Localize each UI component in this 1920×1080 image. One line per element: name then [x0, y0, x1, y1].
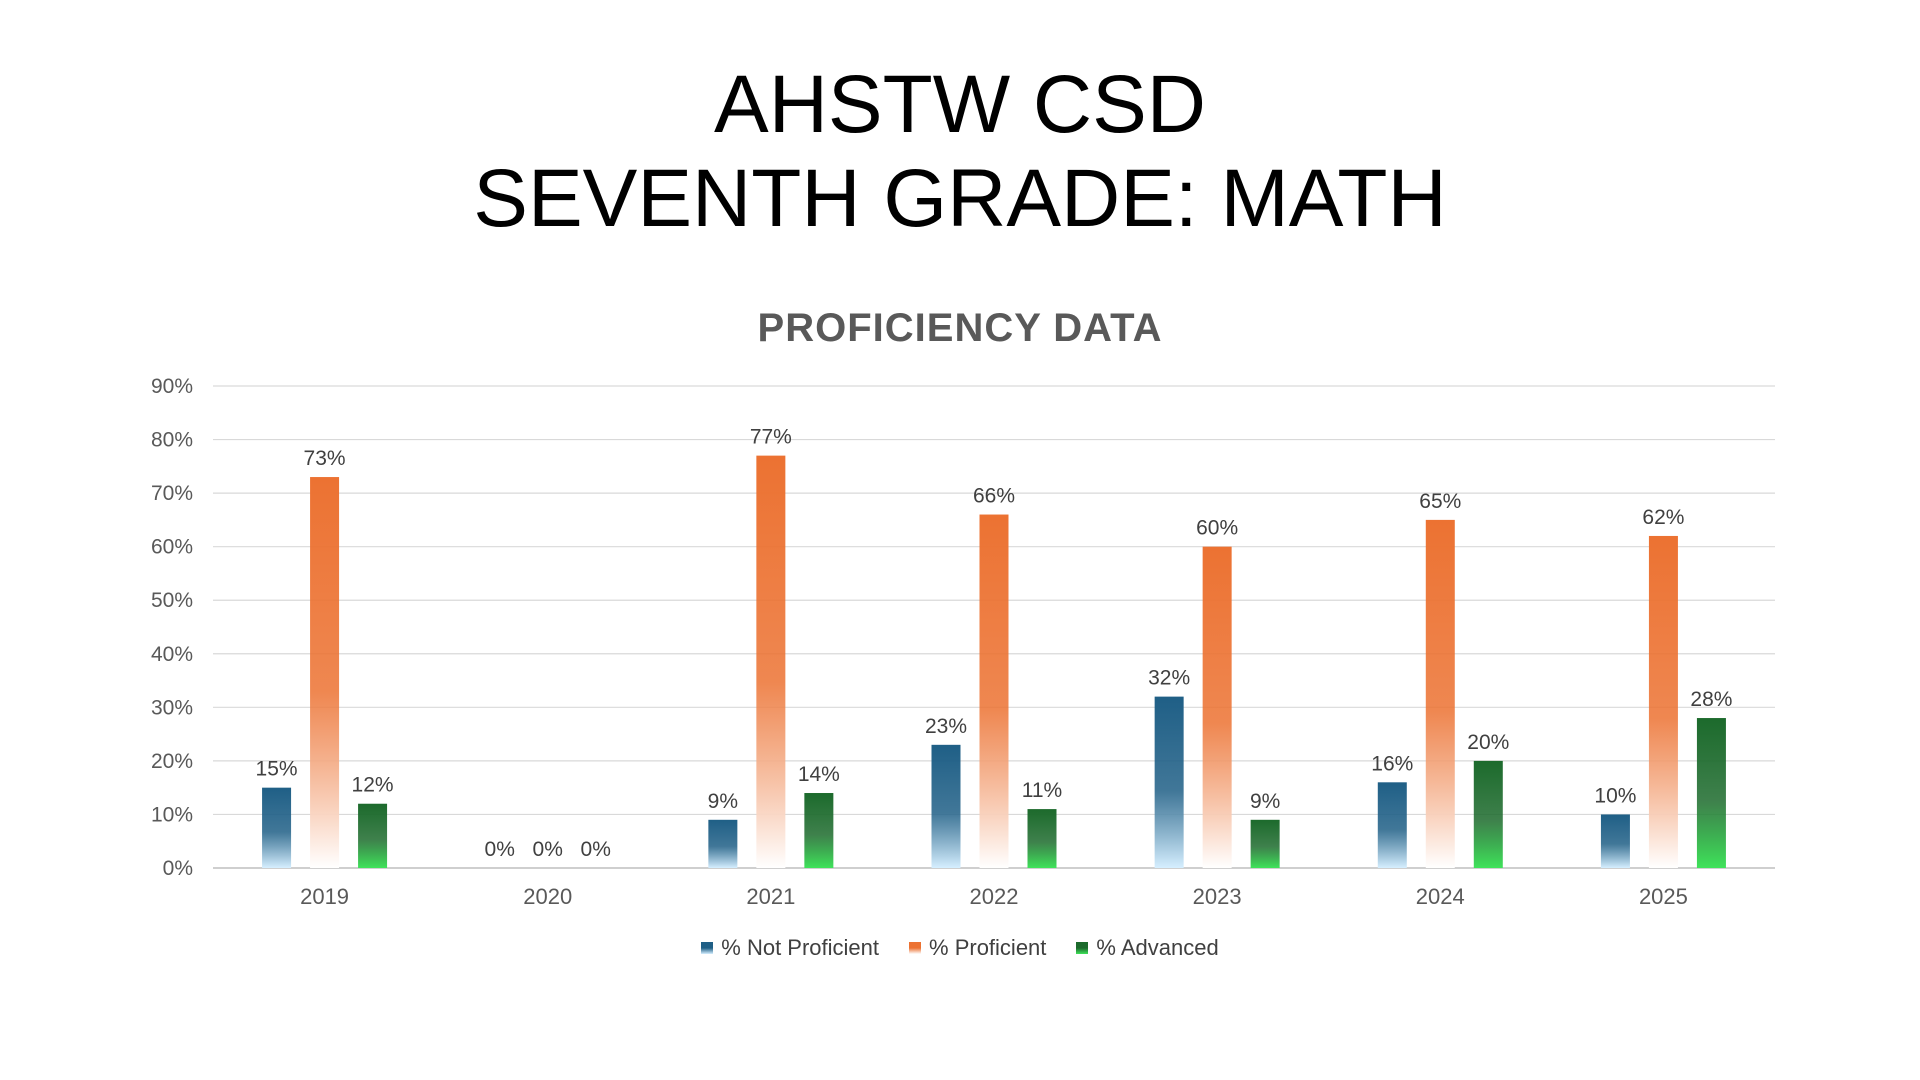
data-label: 0% — [485, 838, 515, 861]
bar-not-proficient-2021 — [708, 819, 738, 868]
bar-advanced-2022 — [1027, 809, 1057, 868]
bar-advanced-2021 — [804, 793, 834, 868]
data-label: 28% — [1690, 688, 1732, 711]
bar-proficient-2024 — [1425, 519, 1455, 868]
legend-label: % Proficient — [929, 935, 1047, 960]
data-label: 14% — [798, 763, 840, 786]
bar-not-proficient-2023 — [1154, 696, 1184, 868]
bar-proficient-2021 — [756, 455, 786, 868]
chart-bars — [262, 455, 1726, 868]
data-label: 0% — [533, 838, 563, 861]
y-tick-label: 30% — [151, 696, 193, 719]
bar-proficient-2023 — [1202, 546, 1232, 868]
x-tick-label: 2025 — [1639, 884, 1688, 909]
chart-legend: % Not Proficient % Proficient % Advanced — [0, 935, 1920, 961]
bar-advanced-2019 — [358, 803, 388, 868]
data-label: 73% — [304, 447, 346, 470]
bar-not-proficient-2024 — [1377, 782, 1407, 868]
legend-item: % Advanced — [1076, 935, 1219, 961]
x-tick-label: 2021 — [746, 884, 795, 909]
y-tick-label: 20% — [151, 750, 193, 773]
legend-swatch — [1076, 942, 1089, 954]
bar-proficient-2025 — [1648, 535, 1678, 868]
data-label: 0% — [581, 838, 611, 861]
bar-advanced-2025 — [1696, 718, 1726, 868]
data-label: 65% — [1419, 490, 1461, 513]
y-tick-label: 70% — [151, 482, 193, 505]
x-tick-label: 2024 — [1416, 884, 1465, 909]
data-label: 10% — [1594, 784, 1636, 807]
data-label: 32% — [1148, 667, 1190, 690]
chart-data-labels: 15% 73% 12% 0% 0% 0% 9% 77% 14% 23% 66% 11% 32% 60% 9%… — [256, 426, 1733, 861]
data-label: 9% — [708, 790, 738, 813]
data-label: 16% — [1371, 752, 1413, 775]
bar-advanced-2023 — [1250, 819, 1280, 868]
data-label: 11% — [1022, 779, 1062, 802]
y-tick-label: 40% — [151, 643, 193, 666]
x-axis-tick-labels: 2019 2020 2021 2022 2023 2024 2025 — [300, 884, 1688, 909]
data-label: 12% — [352, 774, 394, 797]
y-tick-label: 50% — [151, 589, 193, 612]
slide-title-line-1: AHSTW CSD — [714, 59, 1206, 150]
slide-title-line-2: SEVENTH GRADE: MATH — [473, 153, 1447, 244]
y-tick-label: 80% — [151, 429, 193, 452]
data-label: 9% — [1250, 790, 1280, 813]
bar-not-proficient-2022 — [931, 744, 961, 868]
x-tick-label: 2022 — [970, 884, 1019, 909]
y-axis-tick-labels: 0% 10% 20% 30% 40% 50% 60% 70% 80% 90% — [151, 375, 193, 880]
bar-not-proficient-2019 — [262, 787, 292, 868]
y-tick-label: 60% — [151, 536, 193, 559]
data-label: 77% — [750, 426, 792, 449]
chart-title: PROFICIENCY DATA — [757, 306, 1163, 350]
data-label: 62% — [1642, 506, 1684, 529]
x-tick-label: 2020 — [523, 884, 572, 909]
legend-swatch — [701, 942, 714, 954]
data-label: 20% — [1467, 731, 1509, 754]
data-label: 60% — [1196, 517, 1238, 540]
bar-not-proficient-2025 — [1600, 814, 1630, 868]
x-tick-label: 2023 — [1193, 884, 1242, 909]
legend-label: % Not Proficient — [721, 935, 880, 960]
x-tick-label: 2019 — [300, 884, 349, 909]
y-tick-label: 10% — [151, 803, 193, 826]
data-label: 23% — [925, 715, 967, 738]
bar-advanced-2024 — [1473, 760, 1503, 868]
data-label: 66% — [973, 485, 1015, 508]
legend-swatch — [909, 942, 922, 954]
legend-item: % Proficient — [909, 935, 1046, 961]
y-tick-label: 0% — [163, 857, 193, 880]
legend-label: % Advanced — [1096, 935, 1219, 960]
slide-title: AHSTW CSD SEVENTH GRADE: MATH — [0, 58, 1920, 246]
y-tick-label: 90% — [151, 375, 193, 398]
legend-item: % Not Proficient — [701, 935, 879, 961]
data-label: 15% — [256, 758, 298, 781]
bar-proficient-2019 — [310, 477, 340, 868]
bar-proficient-2022 — [979, 514, 1009, 868]
